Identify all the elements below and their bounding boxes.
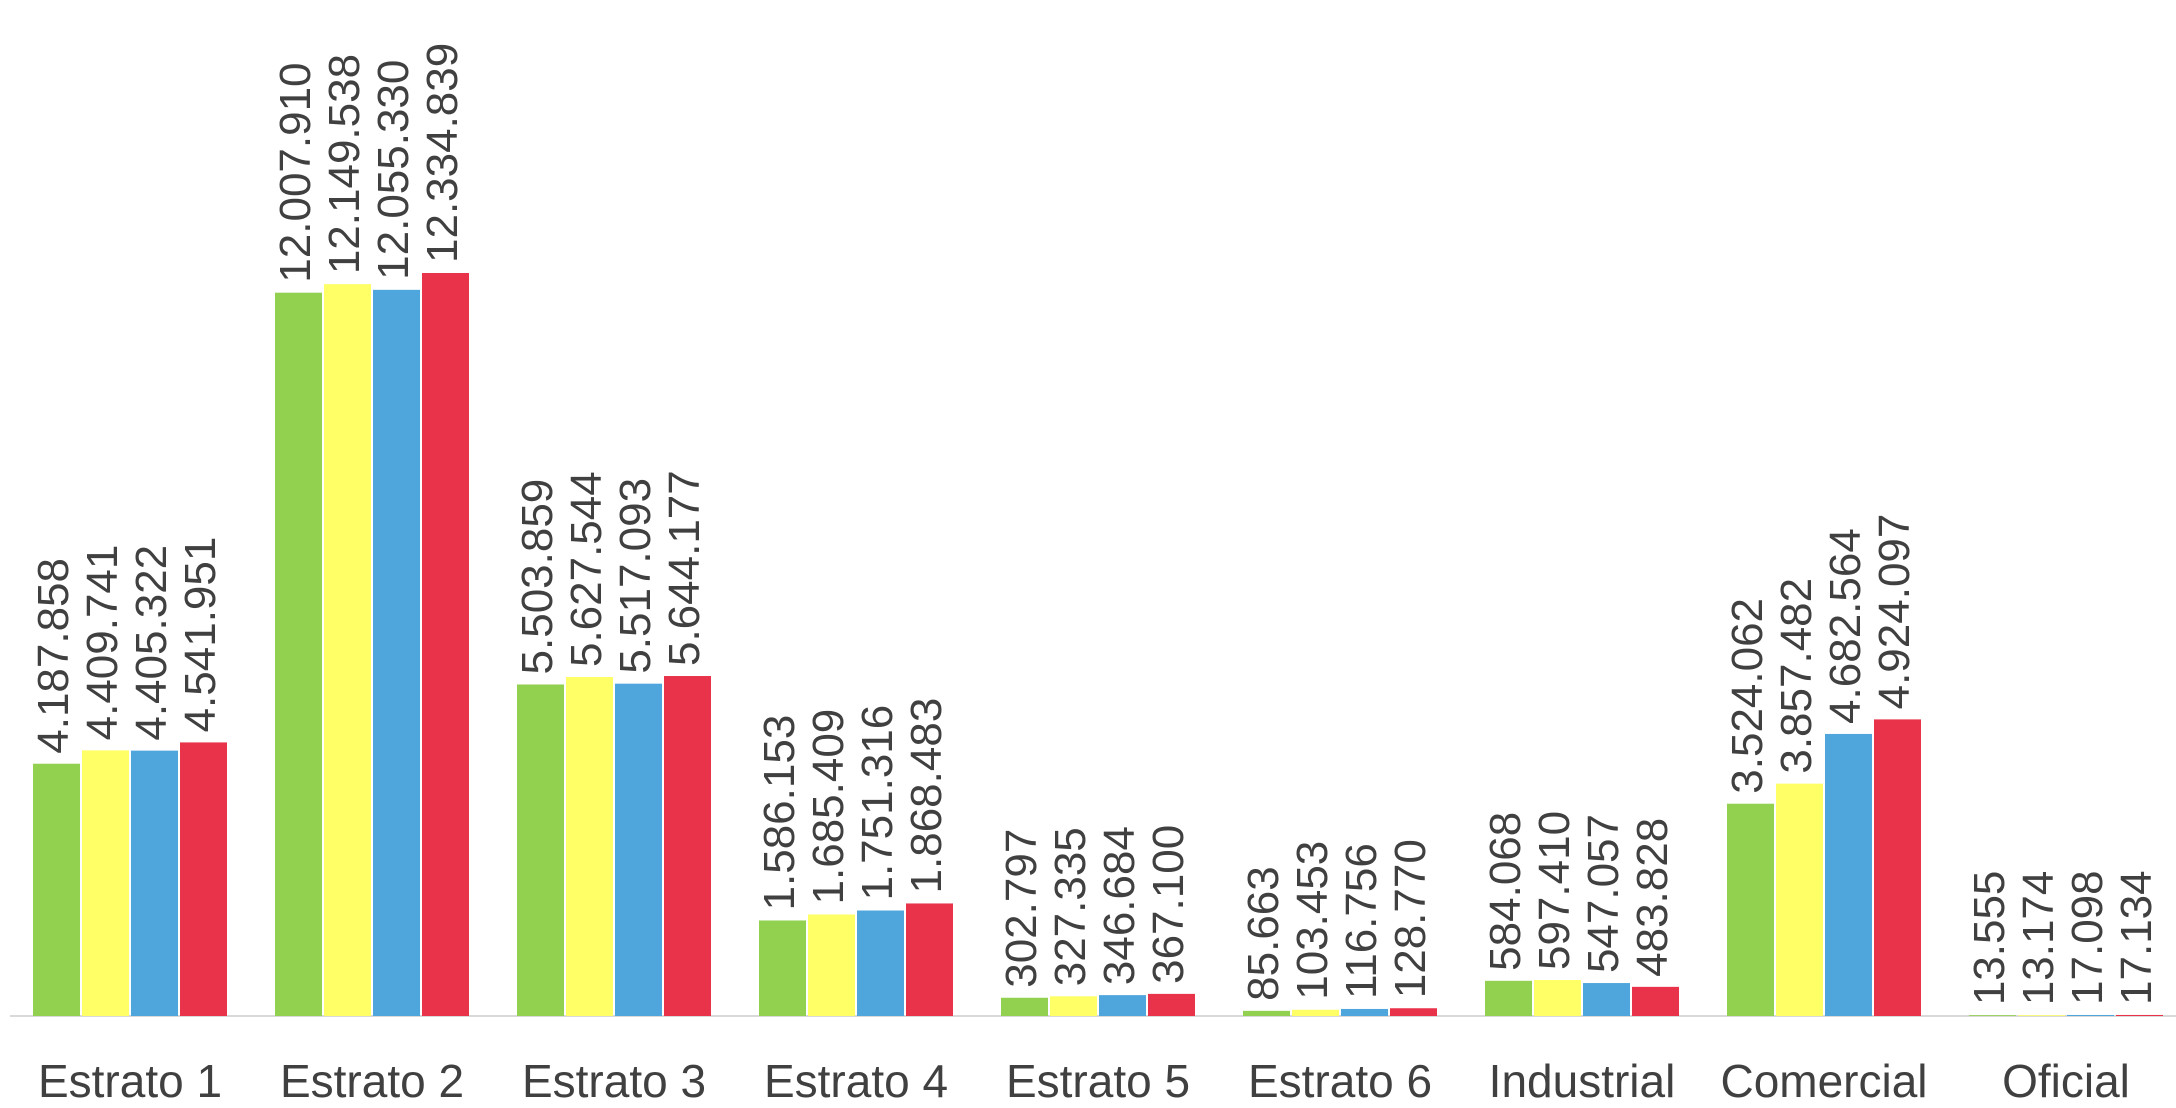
bar <box>1341 1008 1388 1016</box>
data-label: 17.134 <box>2112 870 2161 1005</box>
bar <box>275 292 322 1016</box>
bar <box>1874 719 1921 1016</box>
data-label: 597.410 <box>1530 811 1579 970</box>
bar <box>1390 1008 1437 1016</box>
bar <box>1583 983 1630 1016</box>
data-label: 3.857.482 <box>1772 578 1821 774</box>
data-label: 346.684 <box>1095 826 1144 985</box>
x-tick-label: Estrato 6 <box>1248 1055 1432 1107</box>
data-label: 5.517.093 <box>611 478 660 674</box>
bar <box>33 763 80 1016</box>
bar <box>2116 1014 2163 1016</box>
bar <box>1099 995 1146 1016</box>
bar <box>517 684 564 1016</box>
data-label: 584.068 <box>1481 812 1530 971</box>
x-tick-label: Oficial <box>2002 1055 2130 1107</box>
data-label: 12.055.330 <box>369 60 418 280</box>
data-label: 1.685.409 <box>804 709 853 905</box>
bar <box>759 920 806 1016</box>
data-label: 4.409.741 <box>78 545 127 741</box>
bar <box>1825 733 1872 1016</box>
data-label: 4.187.858 <box>29 558 78 754</box>
data-label: 547.057 <box>1579 814 1628 973</box>
data-label: 17.098 <box>2063 870 2112 1005</box>
bar <box>1969 1015 2016 1016</box>
data-label: 85.663 <box>1239 866 1288 1001</box>
x-tick-label: Industrial <box>1489 1055 1676 1107</box>
data-label: 103.453 <box>1288 841 1337 1000</box>
bar <box>1776 783 1823 1016</box>
x-tick-label: Estrato 1 <box>38 1055 222 1107</box>
bar <box>1534 980 1581 1016</box>
data-label: 4.541.951 <box>176 537 225 733</box>
bar <box>1292 1009 1339 1016</box>
x-tick-label: Estrato 2 <box>280 1055 464 1107</box>
data-label: 13.174 <box>2014 871 2063 1006</box>
bar <box>131 750 178 1016</box>
bar <box>324 284 371 1017</box>
bar <box>1727 803 1774 1016</box>
data-label: 13.555 <box>1965 871 2014 1006</box>
data-label: 5.503.859 <box>513 479 562 675</box>
bar <box>422 273 469 1016</box>
data-label: 12.334.839 <box>418 43 467 263</box>
bar <box>1243 1010 1290 1016</box>
x-tick-label: Estrato 5 <box>1006 1055 1190 1107</box>
data-label: 5.644.177 <box>660 470 709 666</box>
bar <box>615 683 662 1016</box>
bar <box>1001 997 1048 1016</box>
data-label: 4.405.322 <box>127 545 176 741</box>
bar <box>808 914 855 1016</box>
data-label: 483.828 <box>1628 818 1677 977</box>
data-label: 128.770 <box>1386 839 1435 998</box>
data-label: 1.868.483 <box>902 698 951 894</box>
bar <box>2018 1015 2065 1016</box>
bar <box>1485 980 1532 1016</box>
bar <box>180 742 227 1016</box>
bar <box>1050 996 1097 1016</box>
bar <box>373 289 420 1016</box>
data-label: 1.751.316 <box>853 705 902 901</box>
data-label: 4.682.564 <box>1821 528 1870 724</box>
bar <box>857 910 904 1016</box>
x-tick-label: Comercial <box>1720 1055 1927 1107</box>
bar <box>1148 993 1195 1016</box>
x-tick-label: Estrato 4 <box>764 1055 948 1107</box>
x-tick-label: Estrato 3 <box>522 1055 706 1107</box>
bar <box>2067 1014 2114 1016</box>
data-label: 327.335 <box>1046 827 1095 986</box>
data-label: 3.524.062 <box>1723 598 1772 794</box>
data-label: 12.149.538 <box>320 54 369 274</box>
bar <box>82 750 129 1016</box>
data-label: 4.924.097 <box>1870 514 1919 710</box>
data-label: 12.007.910 <box>271 62 320 282</box>
bar <box>906 903 953 1016</box>
data-label: 1.586.153 <box>755 715 804 911</box>
bar <box>566 677 613 1016</box>
data-label: 5.627.544 <box>562 471 611 667</box>
data-label: 302.797 <box>997 829 1046 988</box>
data-label: 116.756 <box>1337 843 1386 999</box>
bar <box>664 676 711 1016</box>
data-label: 367.100 <box>1144 825 1193 984</box>
bar <box>1632 986 1679 1016</box>
